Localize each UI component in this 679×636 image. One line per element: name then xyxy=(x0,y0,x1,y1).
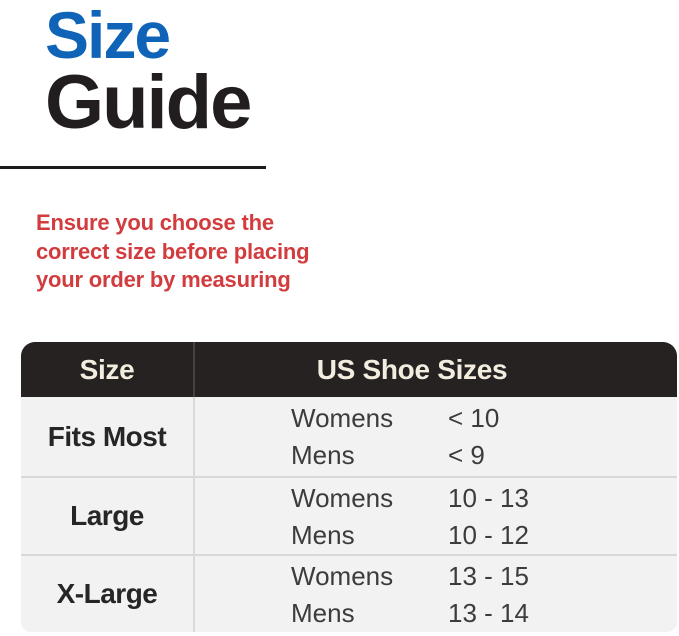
shoe-size-value: < 9 xyxy=(448,440,485,470)
size-label: Large xyxy=(21,478,195,554)
notice-line-2: correct size before placing xyxy=(36,238,310,264)
gender-label: Mens xyxy=(291,519,355,550)
table-row-large: Large Womens 10 - 13 Mens 10 - 12 xyxy=(21,476,677,554)
detail-entry: Mens 10 - 12 xyxy=(291,519,677,551)
detail-entry: Mens < 9 xyxy=(291,439,677,471)
detail-entry: Womens < 10 xyxy=(291,402,677,434)
page-title: Size Guide xyxy=(45,0,252,145)
table-row-x-large: X-Large Womens 13 - 15 Mens 13 - 14 xyxy=(21,554,677,632)
detail-entry: Mens 13 - 14 xyxy=(291,597,677,629)
notice-line-3: your order by measuring xyxy=(36,267,291,292)
size-details: Womens 10 - 13 Mens 10 - 12 xyxy=(195,478,677,554)
shoe-size-value: 10 - 13 xyxy=(448,482,529,513)
size-details: Womens 13 - 15 Mens 13 - 14 xyxy=(195,556,677,632)
notice-line-1: Ensure you choose the xyxy=(36,210,274,235)
title-word-size: Size xyxy=(45,0,171,72)
size-label: Fits Most xyxy=(21,397,195,476)
size-details: Womens < 10 Mens < 9 xyxy=(195,397,677,476)
shoe-size-value: 10 - 12 xyxy=(448,519,529,550)
notice-text: Ensure you choose the correct size befor… xyxy=(36,209,310,295)
shoe-size-value: 13 - 15 xyxy=(448,560,529,591)
gender-label: Womens xyxy=(291,482,394,513)
size-table: Size US Shoe Sizes Fits Most Womens < 10… xyxy=(21,342,677,632)
gender-label: Mens xyxy=(291,440,355,470)
table-header-size: Size xyxy=(21,342,195,397)
detail-entry: Womens 13 - 15 xyxy=(291,560,677,592)
shoe-size-value: < 10 xyxy=(448,403,500,433)
table-row-fits-most: Fits Most Womens < 10 Mens < 9 xyxy=(21,397,677,476)
detail-entry: Womens 10 - 13 xyxy=(291,482,677,514)
size-label: X-Large xyxy=(21,556,195,632)
shoe-size-value: 13 - 14 xyxy=(448,597,529,628)
title-word-guide: Guide xyxy=(45,60,252,145)
table-header-us-shoe-sizes: US Shoe Sizes xyxy=(316,353,508,385)
gender-label: Womens xyxy=(291,560,394,591)
title-underline-divider xyxy=(0,166,266,169)
gender-label: Womens xyxy=(291,403,394,433)
gender-label: Mens xyxy=(291,597,355,628)
table-header: Size US Shoe Sizes xyxy=(21,342,677,397)
